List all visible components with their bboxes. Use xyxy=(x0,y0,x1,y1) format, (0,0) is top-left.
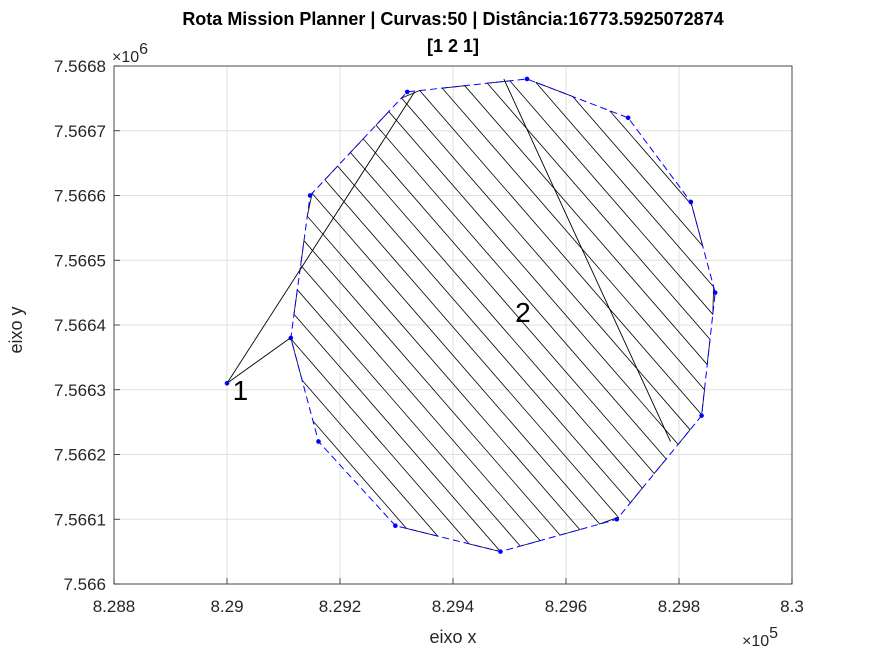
x-exponent: ×105 xyxy=(742,625,778,650)
boundary-vertex xyxy=(498,549,503,554)
boundary-vertex xyxy=(524,76,530,82)
x-tick-label: 8.29 xyxy=(210,597,243,616)
annotation-label: 1 xyxy=(233,375,249,406)
home-point xyxy=(224,380,230,386)
route-path xyxy=(224,78,671,442)
boundary-vertex xyxy=(712,290,718,295)
y-tick-label: 7.5663 xyxy=(54,381,106,400)
y-exponent-power: 6 xyxy=(139,41,148,58)
x-axis-label: eixo x xyxy=(429,627,476,647)
chart-title-line1: Rota Mission Planner | Curvas:50 | Distâ… xyxy=(182,9,723,29)
y-exponent: ×106 xyxy=(112,41,148,66)
y-tick-label: 7.5668 xyxy=(54,57,106,76)
y-tick-label: 7.566 xyxy=(63,575,106,594)
y-tick-label: 7.5667 xyxy=(54,122,106,141)
x-exponent-power: 5 xyxy=(769,625,778,642)
grid xyxy=(113,65,793,585)
boundary-vertex xyxy=(625,115,631,121)
x-tick-label: 8.296 xyxy=(545,597,588,616)
route-line-out xyxy=(226,91,415,384)
x-tick-label: 8.288 xyxy=(93,597,136,616)
boundary-vertex xyxy=(699,413,704,418)
route-line-transit xyxy=(503,78,671,442)
boundary-vertex xyxy=(404,89,410,95)
y-exponent-base: ×10 xyxy=(112,49,139,66)
y-tick-label: 7.5662 xyxy=(54,446,106,465)
axes-box xyxy=(113,65,793,585)
boundary-vertex xyxy=(688,199,694,205)
boundary-vertex xyxy=(316,439,321,444)
boundary-vertex xyxy=(393,523,398,529)
annotations: 12 xyxy=(233,297,531,406)
x-tick-label: 8.3 xyxy=(780,597,804,616)
boundary-vertex xyxy=(288,335,294,341)
route-line-back xyxy=(226,337,291,384)
y-tick-label: 7.5665 xyxy=(54,251,106,270)
y-tick-label: 7.5666 xyxy=(54,187,106,206)
y-tick-labels: 7.566 7.5661 7.5662 7.5663 7.5664 7.5665 7.566… xyxy=(54,57,106,594)
chart-title-line2: [1 2 1] xyxy=(427,36,479,56)
x-tick-label: 8.292 xyxy=(319,597,362,616)
x-tick-labels: 8.288 8.29 8.292 8.294 8.296 8.298 8.3 xyxy=(93,597,804,616)
y-tick-label: 7.5661 xyxy=(54,510,106,529)
x-tick-label: 8.298 xyxy=(658,597,701,616)
boundary-vertex xyxy=(614,516,620,522)
annotation-label: 2 xyxy=(515,297,531,328)
x-exponent-base: ×10 xyxy=(742,633,769,650)
boundary-vertex xyxy=(307,193,313,198)
x-tick-label: 8.294 xyxy=(432,597,475,616)
y-tick-label: 7.5664 xyxy=(54,316,106,335)
boundary-polygon xyxy=(288,76,718,554)
y-axis-label: eixo y xyxy=(6,306,26,353)
